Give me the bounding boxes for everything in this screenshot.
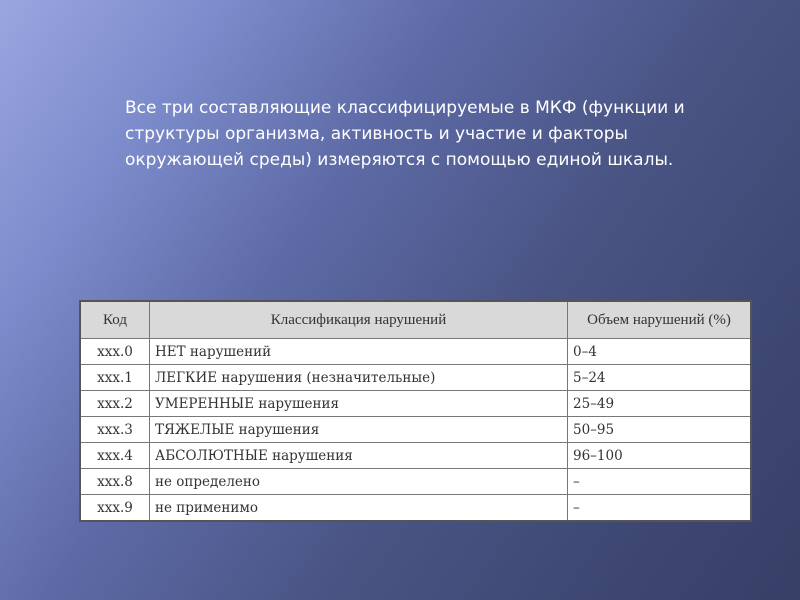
header-classification: Классификация нарушений (149, 300, 568, 339)
cell-code: xxx.3 (79, 416, 150, 443)
cell-classification: не применимо (149, 494, 568, 522)
cell-classification: ЛЕГКИЕ нарушения (незначительные) (149, 364, 568, 391)
cell-code: xxx.1 (79, 364, 150, 391)
scale-table: Код Классификация нарушений Объем наруше… (79, 300, 752, 522)
cell-extent: – (567, 468, 752, 495)
table-row: xxx.2 УМЕРЕННЫЕ нарушения 25–49 (79, 390, 752, 417)
cell-extent: 25–49 (567, 390, 752, 417)
cell-extent: 50–95 (567, 416, 752, 443)
cell-classification: не определено (149, 468, 568, 495)
cell-classification: ТЯЖЕЛЫЕ нарушения (149, 416, 568, 443)
table-row: xxx.1 ЛЕГКИЕ нарушения (незначительные) 5–… (79, 364, 752, 391)
cell-extent: 5–24 (567, 364, 752, 391)
cell-extent: 0–4 (567, 338, 752, 365)
cell-code: xxx.2 (79, 390, 150, 417)
header-code: Код (79, 300, 150, 339)
table-header-row: Код Классификация нарушений Объем наруше… (79, 300, 752, 339)
header-extent: Объем нарушений (%) (567, 300, 752, 339)
cell-extent: – (567, 494, 752, 522)
table-row: xxx.4 АБСОЛЮТНЫЕ нарушения 96–100 (79, 442, 752, 469)
cell-code: xxx.8 (79, 468, 150, 495)
table-row: xxx.3 ТЯЖЕЛЫЕ нарушения 50–95 (79, 416, 752, 443)
cell-classification: НЕТ нарушений (149, 338, 568, 365)
cell-code: xxx.0 (79, 338, 150, 365)
cell-code: xxx.4 (79, 442, 150, 469)
cell-code: xxx.9 (79, 494, 150, 522)
slide-text: Все три составляющие классифицируемые в … (125, 98, 685, 170)
table-row: xxx.0 НЕТ нарушений 0–4 (79, 338, 752, 365)
table-row: xxx.8 не определено – (79, 468, 752, 495)
cell-classification: АБСОЛЮТНЫЕ нарушения (149, 442, 568, 469)
cell-extent: 96–100 (567, 442, 752, 469)
table-row: xxx.9 не применимо – (79, 494, 752, 522)
cell-classification: УМЕРЕННЫЕ нарушения (149, 390, 568, 417)
